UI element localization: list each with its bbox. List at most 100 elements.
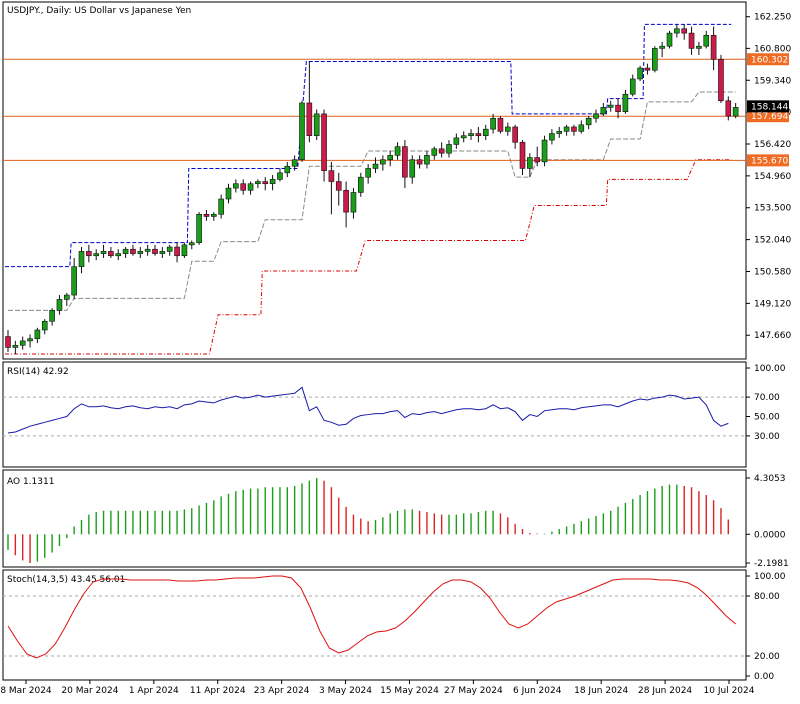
candle-body [152,248,158,254]
candle-body [725,100,732,117]
ao-tick-label: 4.3053 [754,474,786,484]
ao-label: AO 1.1311 [7,477,54,487]
candle-body [607,104,614,108]
candle-body [350,192,357,213]
candle-body [255,181,261,185]
rsi-tick-label: 30.00 [754,432,780,442]
horizontal-level-tag [747,110,789,123]
rsi-tick-label: 100.00 [754,364,786,374]
candle-body [556,131,563,134]
candle-body [269,179,276,185]
rsi-tick-label: 50.00 [754,413,780,423]
price-tick-label: 150.580 [754,267,791,277]
candle-body [534,157,541,163]
ao-tick-label: 0.0000 [754,530,786,540]
x-axis: 8 Mar 2024 20 Mar 2024 1 Apr 2024 11 Apr 20… [0,680,755,696]
candle-body [166,246,173,252]
candle-body [460,135,467,139]
ao-pane: AO 1.1311 4.3053 0.0000 -2.1981 [7,474,789,569]
rsi-tick-label: 70.00 [754,393,780,403]
candle-body [681,28,688,34]
candle-body [247,183,254,191]
candle-body [277,172,283,180]
candle-body [732,107,739,117]
candle-body [424,155,430,165]
candle-body [468,133,474,137]
candle-body [86,251,92,257]
candle-body [321,113,327,171]
candle-body [218,198,224,215]
horizontal-level-label: 160.302 [751,55,788,65]
stoch-tick-label: 0.00 [754,672,774,682]
candle-body [622,93,629,112]
price-tick-label: 149.120 [754,299,791,309]
ao-pane-frame [2,469,747,568]
candle-body [34,329,41,340]
candle-body [365,168,371,178]
candle-body [306,102,313,137]
current-price-label: 158.144 [751,102,788,112]
candle-body [593,113,599,119]
horizontal-level-tag [747,53,789,66]
candle-body [387,155,394,161]
candle-body [196,213,202,243]
rsi-pane-frame [2,361,747,468]
x-tick-label: 11 Apr 2024 [190,686,246,696]
candle-body [578,124,585,132]
candle-body [666,32,673,47]
candle-body [453,137,460,145]
candle-body [674,28,680,34]
candle-body [519,141,526,169]
candle-body [585,117,592,126]
rsi-label: RSI(14) 42.92 [7,367,69,377]
candle-body [563,126,570,132]
candle-body [372,163,379,169]
horizontal-level-label: 157.694 [751,112,788,122]
candle-body [181,244,188,257]
candle-body [438,148,445,154]
candle-body [659,45,665,49]
candle-body [710,34,717,60]
candle-body [541,139,548,163]
rsi-pane: RSI(14) 42.92 100.00 70.00 50.00 30.00 [3,364,786,442]
candle-body [12,344,19,348]
candle-body [600,107,607,115]
stoch-tick-label: 100.00 [754,572,786,582]
candle-body [644,67,651,71]
candle-body [497,117,504,132]
price-tick-label: 159.340 [754,76,791,86]
candle-body [482,128,489,137]
candle-body [284,165,291,174]
candle-body [211,213,217,217]
candle-body [233,183,239,189]
main-pane-frame [2,1,747,360]
stoch-pane-frame [2,569,747,681]
candle-body [394,146,401,156]
candle-body [335,181,342,191]
candle-body [100,251,107,254]
candle-body [615,104,621,112]
candle-body [504,126,511,132]
candle-body [188,242,195,246]
candle-body [41,320,48,331]
main-price-pane: 162.250160.800159.340157.880156.420154.9… [3,13,791,355]
x-tick-label: 23 Apr 2024 [254,686,310,696]
ao-tick-label: -2.1981 [754,559,789,569]
candle-body [291,159,298,167]
candle-body [225,187,232,200]
candle-body [159,251,166,254]
x-tick-label: 10 Jul 2024 [704,686,755,696]
x-tick-label: 15 May 2024 [380,686,439,696]
rsi-line [7,386,729,434]
candle-body [703,34,710,47]
candle-body [313,113,320,137]
candle-body [115,253,122,257]
candle-body [629,78,636,95]
x-tick-label: 20 Mar 2024 [61,686,118,696]
candle-body [446,144,452,154]
channel-midline [8,91,736,311]
candle-body [130,248,136,254]
candle-body [357,176,364,193]
candle-body [571,126,577,132]
